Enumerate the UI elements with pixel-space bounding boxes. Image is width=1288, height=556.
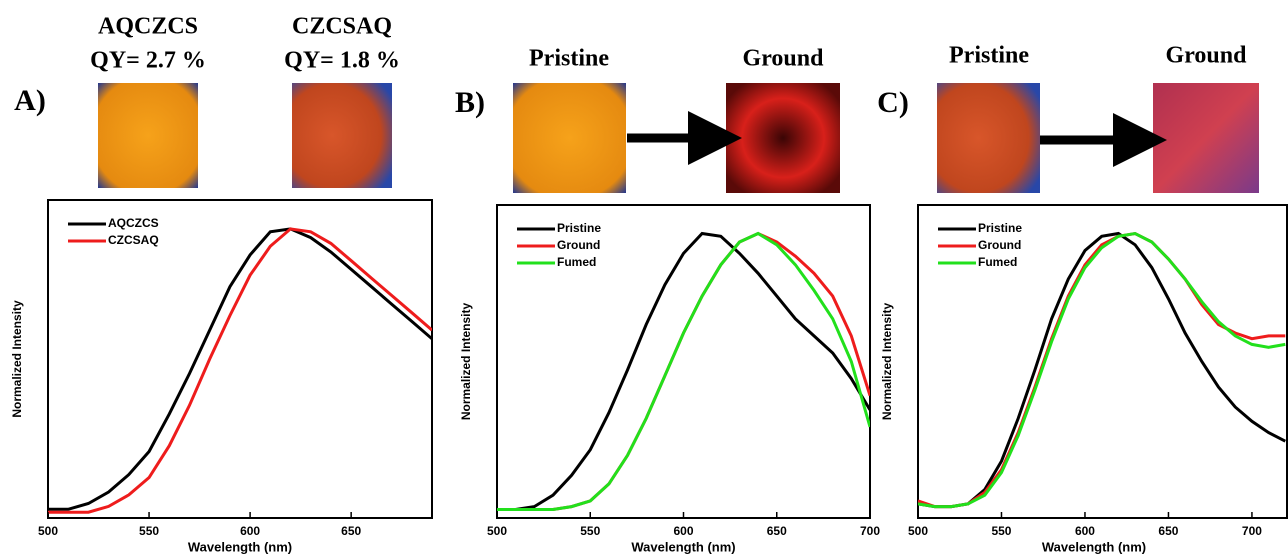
photo [726, 83, 840, 193]
series-line [918, 231, 1286, 509]
legend-label: CZCSAQ [108, 233, 159, 247]
image-caption: QY= 1.8 % [284, 48, 400, 74]
panel-label: C) [877, 86, 909, 119]
image-title: Ground [743, 46, 825, 72]
series-line [918, 231, 1286, 509]
x-tick-label: 650 [767, 524, 787, 538]
photo [98, 83, 198, 188]
x-tick-label: 500 [908, 524, 928, 538]
panel-label: A) [14, 84, 46, 117]
x-tick-label: 550 [991, 524, 1011, 538]
plot-frame [917, 204, 1288, 519]
image-title: CZCSAQ [292, 14, 392, 40]
x-tick-label: 600 [673, 524, 693, 538]
plot-frame [47, 199, 433, 519]
series-line [497, 231, 870, 511]
series-line [918, 231, 1286, 509]
x-tick-label: 500 [38, 524, 58, 538]
y-axis-label: Normalized Intensity [880, 302, 894, 420]
photo [292, 83, 392, 188]
x-tick-label: 650 [341, 524, 361, 538]
y-axis-label: Normalized Intensity [10, 300, 24, 418]
x-tick-label: 650 [1158, 524, 1178, 538]
x-tick-label: 700 [860, 524, 880, 538]
legend-label: AQCZCS [108, 216, 159, 230]
image-title: Pristine [949, 43, 1029, 69]
image-title: Pristine [529, 46, 609, 72]
legend-label: Pristine [557, 221, 601, 235]
y-axis-label: Normalized Intensity [459, 302, 473, 420]
series-line [48, 227, 432, 514]
series-line [497, 231, 870, 511]
x-tick-label: 600 [1075, 524, 1095, 538]
legend-label: Fumed [557, 255, 596, 269]
photo [513, 83, 626, 193]
series-line [497, 231, 870, 511]
x-tick-label: 700 [1242, 524, 1262, 538]
legend-label: Ground [557, 238, 600, 252]
legend-label: Ground [978, 238, 1021, 252]
photo [1153, 83, 1259, 193]
x-axis-label: Wavelength (nm) [1042, 539, 1146, 554]
legend-label: Pristine [978, 221, 1022, 235]
series-line [48, 227, 432, 511]
image-title: AQCZCS [98, 14, 198, 40]
image-caption: QY= 2.7 % [90, 48, 206, 74]
image-title: Ground [1166, 43, 1248, 69]
x-axis-label: Wavelength (nm) [631, 539, 735, 554]
panel-label: B) [455, 86, 485, 119]
x-tick-label: 550 [139, 524, 159, 538]
x-tick-label: 600 [240, 524, 260, 538]
photo [937, 83, 1040, 193]
x-axis-label: Wavelength (nm) [188, 539, 292, 554]
x-tick-label: 550 [580, 524, 600, 538]
legend-label: Fumed [978, 255, 1017, 269]
x-tick-label: 500 [487, 524, 507, 538]
